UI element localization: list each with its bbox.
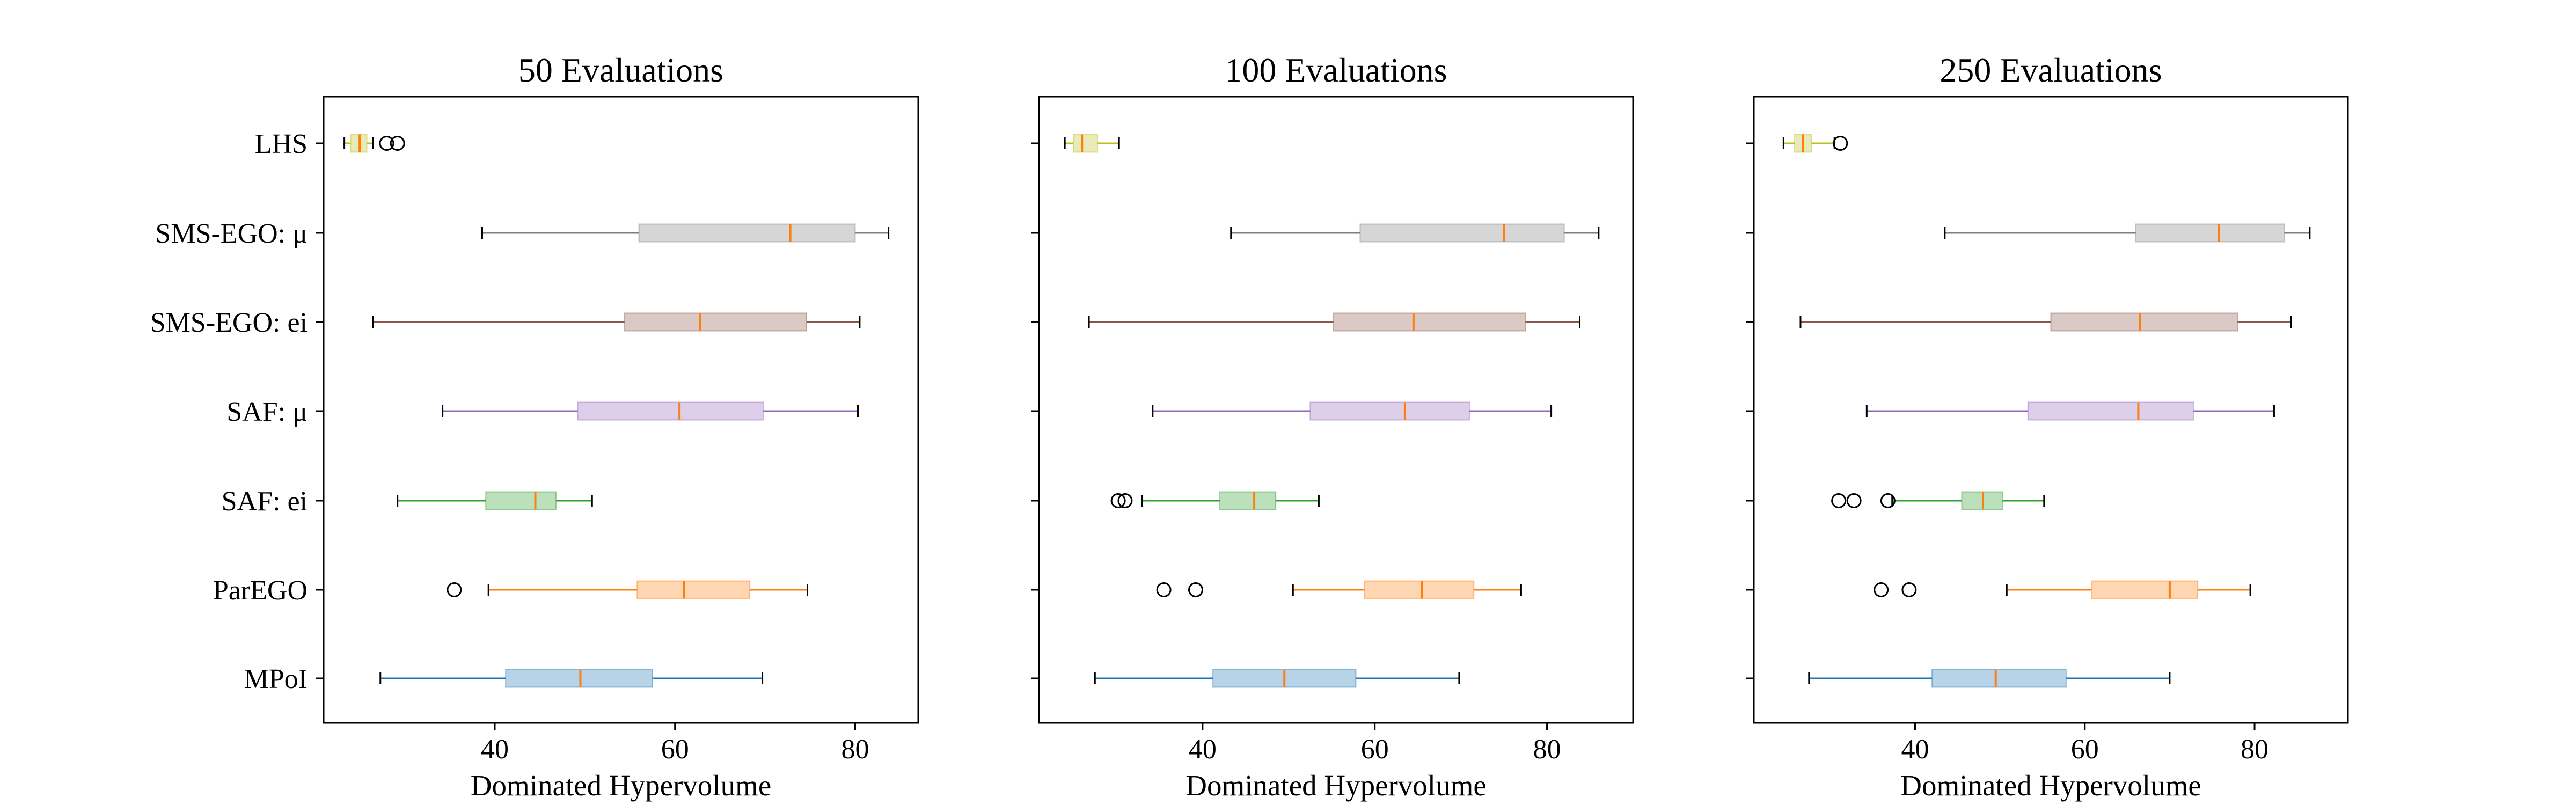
box-series-mpoi <box>379 669 764 688</box>
chart-title: 100 Evaluations <box>1225 51 1447 89</box>
box-series-mpoi <box>1808 669 2171 688</box>
x-tick-label: 60 <box>1361 734 1389 765</box>
outlier-point <box>1901 582 1917 597</box>
outlier-point <box>447 582 462 597</box>
x-tick-label: 80 <box>1533 734 1561 765</box>
y-tick-label: LHS <box>255 129 308 159</box>
plot-frame <box>1038 96 1634 724</box>
iqr-box <box>638 223 856 243</box>
outlier-point <box>1110 493 1126 508</box>
box-series-saf-ei <box>397 491 593 510</box>
iqr-box <box>1073 134 1099 153</box>
box-series-sms-ego <box>1944 223 2311 243</box>
x-tick-label: 80 <box>2241 734 2268 765</box>
x-axis-label: Dominated Hypervolume <box>471 769 772 802</box>
box-series-sms-ego-ei <box>1799 312 2292 332</box>
iqr-box <box>505 669 653 688</box>
x-tick-label: 40 <box>1901 734 1929 765</box>
box-series-sms-ego-ei <box>372 312 861 332</box>
x-tick-label: 80 <box>841 734 869 765</box>
box-series-saf <box>442 401 859 421</box>
box-series-parego <box>1156 580 1522 599</box>
chart-title: 250 Evaluations <box>1940 51 2162 89</box>
box-series-lhs <box>1782 134 1848 153</box>
box-series-lhs <box>343 134 405 153</box>
x-axis-label: Dominated Hypervolume <box>1900 769 2201 802</box>
y-tick-label: SMS-EGO: ei <box>150 308 308 338</box>
chart-panel-3: 250 Evaluations 40 60 80 Dominated Hypervolu… <box>1746 51 2349 802</box>
iqr-box <box>2027 401 2194 421</box>
iqr-box <box>1359 223 1565 243</box>
y-tick-label: SMS-EGO: μ <box>155 218 308 249</box>
chart-panel-2: 100 Evaluations 40 60 80 Dominated Hypervolu… <box>1031 51 1634 802</box>
box-series-saf-ei <box>1110 491 1320 510</box>
outlier-point <box>1846 493 1862 508</box>
box-series-saf <box>1152 401 1553 421</box>
box-series-sms-ego <box>481 223 890 243</box>
y-tick-label: MPoI <box>244 664 308 694</box>
iqr-box <box>1931 669 2067 688</box>
box-series-lhs <box>1064 134 1120 153</box>
y-tick-label: ParEGO <box>213 575 308 606</box>
iqr-box <box>1333 312 1526 332</box>
x-tick-label: 40 <box>1189 734 1217 765</box>
x-tick-label: 40 <box>481 734 509 765</box>
iqr-box <box>1309 401 1470 421</box>
outlier-point <box>1831 493 1847 508</box>
iqr-box <box>2050 312 2238 332</box>
outlier-point <box>1880 493 1896 508</box>
box-series-parego <box>447 580 809 599</box>
outlier-point <box>379 136 394 151</box>
box-series-mpoi <box>1094 669 1460 688</box>
iqr-box <box>2091 580 2199 599</box>
plot-frame <box>323 96 919 724</box>
x-axis-label: Dominated Hypervolume <box>1185 769 1487 802</box>
box-series-sms-ego-ei <box>1088 312 1581 332</box>
y-tick-label: SAF: ei <box>222 486 308 517</box>
outlier-point <box>1874 582 1889 597</box>
box-series-parego <box>1874 580 2251 599</box>
iqr-box <box>2135 223 2285 243</box>
iqr-box <box>485 491 557 510</box>
plot-frame <box>1753 96 2349 724</box>
outlier-point <box>1833 136 1848 151</box>
outlier-point <box>1156 582 1172 597</box>
y-tick-label: SAF: μ <box>226 397 308 427</box>
iqr-box <box>636 580 751 599</box>
outlier-point <box>390 136 405 151</box>
box-series-sms-ego <box>1230 223 1600 243</box>
box-series-saf <box>1865 401 2275 421</box>
chart-panel-1: 50 Evaluations 40 60 80 Dominated Hypervolum… <box>150 51 919 802</box>
iqr-box <box>1364 580 1475 599</box>
iqr-box <box>1219 491 1277 510</box>
outlier-point <box>1188 582 1203 597</box>
chart-title: 50 Evaluations <box>518 51 723 89</box>
x-tick-label: 60 <box>2071 734 2099 765</box>
iqr-box <box>624 312 807 332</box>
x-tick-label: 60 <box>661 734 689 765</box>
outlier-point <box>1117 493 1133 508</box>
iqr-box <box>577 401 764 421</box>
box-series-saf-ei <box>1831 491 2045 510</box>
